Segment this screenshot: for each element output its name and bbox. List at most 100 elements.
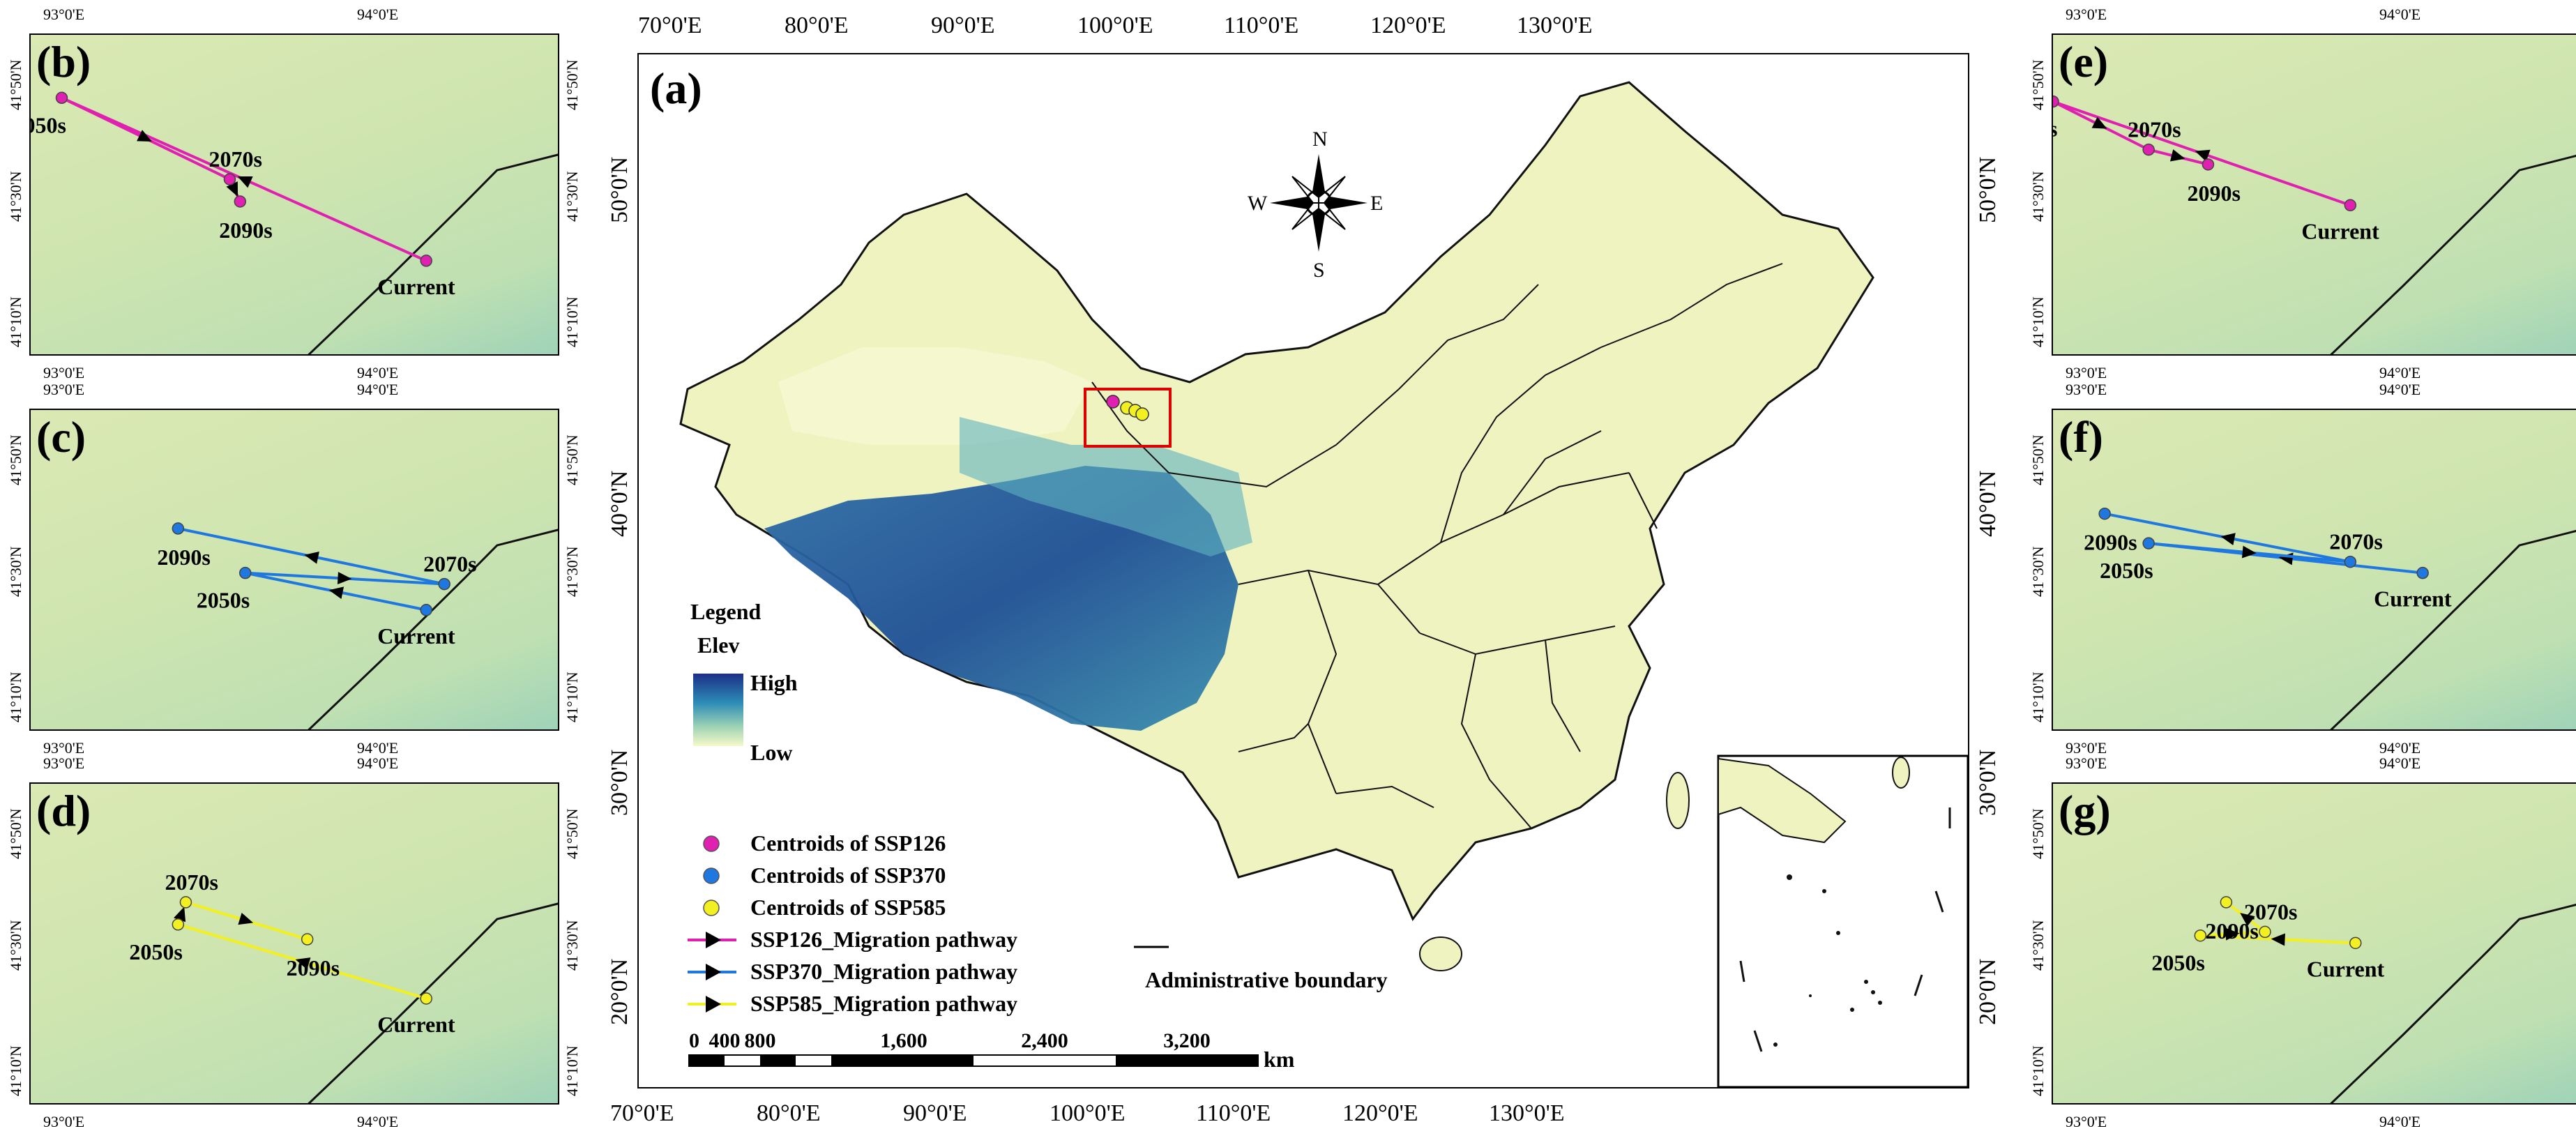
scale-label-1: 400	[709, 1029, 741, 1052]
centroid-label: 2090s	[2084, 530, 2137, 555]
inset-svg-b: 2050s 2070s 2090s Current	[31, 91, 558, 354]
centroid-point	[2142, 143, 2155, 156]
inset-top-tick: 93°0'E	[43, 754, 85, 772]
migration-arrow	[2169, 149, 2185, 162]
legend-title: Legend	[690, 599, 762, 624]
inset-top-tick: 93°0'E	[2066, 381, 2107, 398]
legend: Legend Elev High Low Centroids of SSP126…	[688, 599, 1388, 1016]
main-left-tick: 30°0'N	[607, 749, 632, 816]
centroid-label: 2070s	[2329, 529, 2382, 554]
inset-panel-label: (c)	[36, 412, 86, 462]
inset-left-tick: 41°30'N	[2029, 920, 2047, 971]
inset-panel-c: 2050s 2070s 2090s Current (c)	[29, 409, 559, 731]
inset-left-tick: 41°10'N	[7, 296, 24, 347]
inset-right-tick: 41°10'N	[563, 1045, 581, 1096]
scale-label-0: 0	[689, 1029, 699, 1052]
inset-svg-d: 2050s 2070s 2090s Current	[129, 870, 558, 1103]
main-bottom-tick: 130°0'E	[1489, 1100, 1565, 1126]
main-left-tick: 40°0'N	[607, 470, 632, 537]
legend-dot-2	[703, 900, 720, 916]
inset-taiwan	[1892, 757, 1910, 789]
admin-boundary-line	[308, 153, 558, 354]
centroid-label: Current	[377, 274, 455, 299]
migration-arrow	[2278, 552, 2294, 566]
tarim-basin	[778, 347, 1092, 445]
inset-bottom-tick: 93°0'E	[2066, 739, 2107, 757]
legend-admin: Administrative boundary	[1145, 967, 1388, 992]
main-left-tick: 50°0'N	[607, 156, 632, 223]
centroid-point	[2259, 925, 2271, 939]
inset-panel-g: 2050s 2070s 2090s Current (g)	[2052, 782, 2576, 1105]
centroid-point	[234, 195, 247, 208]
centroid-label: Current	[2301, 218, 2379, 243]
legend-arrow-5	[706, 996, 721, 1012]
compass-e: E	[1370, 192, 1383, 215]
centroid-label: Current	[377, 623, 455, 648]
inset-left-tick: 41°50'N	[7, 434, 24, 485]
inset-left-tick: 41°30'N	[7, 171, 24, 222]
inset-right-tick: 41°50'N	[563, 434, 581, 485]
centroid-label: Current	[2374, 586, 2452, 612]
centroid-label: 2070s	[2128, 117, 2181, 142]
inset-bottom-tick: 94°0'E	[2379, 364, 2421, 381]
scale-bar: 0 400 800 1,600 2,400 3,200 km	[688, 1029, 1295, 1072]
inset-panel-e: 2050s 2070s 2090s Current (e)	[2052, 33, 2576, 356]
legend-label-2: Centroids of SSP585	[750, 895, 946, 920]
hainan-island	[1419, 936, 1462, 971]
inset-right-tick: 41°30'N	[563, 546, 581, 597]
centroid-point	[223, 173, 236, 185]
main-bottom-tick: 80°0'E	[757, 1100, 821, 1126]
main-top-tick: 120°0'E	[1370, 13, 1446, 38]
main-panel-label: (a)	[650, 63, 702, 113]
centroid-label: 2050s	[2053, 116, 2057, 142]
inset-bottom-tick: 93°0'E	[2066, 1113, 2107, 1130]
inset-bottom-tick: 94°0'E	[357, 1113, 399, 1130]
inset-left-tick: 41°10'N	[7, 672, 24, 722]
migration-arrow	[226, 181, 238, 197]
tibetan-plateau	[764, 466, 1238, 731]
compass-w: W	[1248, 192, 1268, 215]
province-boundaries	[1091, 263, 1783, 829]
inset-right-tick: 41°10'N	[563, 296, 581, 347]
inset-left-tick: 41°30'N	[2029, 546, 2047, 597]
main-right-tick: 50°0'N	[1975, 156, 2001, 223]
centroid-point	[420, 255, 432, 267]
legend-arrow-3	[706, 932, 721, 948]
migration-arrow	[337, 572, 352, 585]
inset-left-tick: 41°50'N	[2029, 434, 2047, 485]
centroid-label: 2070s	[165, 870, 218, 895]
centroid-point	[2220, 896, 2233, 909]
main-map-svg: N S E W Legend Elev High Low Centroids o…	[650, 63, 1968, 1087]
inset-top-tick: 94°0'E	[357, 6, 399, 23]
inset-top-tick: 93°0'E	[2066, 6, 2107, 23]
main-map: N S E W Legend Elev High Low Centroids o…	[637, 53, 1969, 1088]
highlands-west	[960, 417, 1252, 556]
inset-left-tick: 41°50'N	[7, 59, 24, 110]
inset-right-tick: 41°10'N	[563, 672, 581, 722]
inset-svg-c: 2050s 2070s 2090s Current	[157, 522, 558, 729]
inset-bottom-tick: 93°0'E	[43, 364, 85, 381]
centroid-label: 2050s	[31, 112, 66, 137]
centroid-label: 2050s	[2151, 950, 2204, 976]
centroid-label: 2090s	[2187, 181, 2240, 206]
centroid-point	[2349, 936, 2362, 950]
inset-left-tick: 41°10'N	[7, 1045, 24, 1096]
inset-panel-d: 2050s 2070s 2090s Current (d)	[29, 782, 559, 1105]
inset-top-tick: 94°0'E	[357, 381, 399, 398]
inset-top-tick: 93°0'E	[43, 6, 85, 23]
centroid-point	[420, 992, 432, 1005]
centroid-point	[301, 933, 314, 946]
legend-low: Low	[750, 740, 792, 765]
inset-bottom-tick: 94°0'E	[357, 739, 399, 757]
main-top-tick: 70°0'E	[638, 13, 702, 38]
inset-left-tick: 41°30'N	[7, 920, 24, 971]
centroid-point	[2194, 929, 2207, 942]
scale-label-2: 800	[745, 1029, 776, 1052]
main-top-tick: 80°0'E	[785, 13, 849, 38]
inset-panel-label: (d)	[36, 786, 91, 835]
main-bottom-tick: 70°0'E	[610, 1100, 674, 1126]
centroid-point	[2098, 507, 2111, 520]
scale-label-5: 3,200	[1163, 1029, 1211, 1052]
main-top-tick: 90°0'E	[931, 13, 995, 38]
